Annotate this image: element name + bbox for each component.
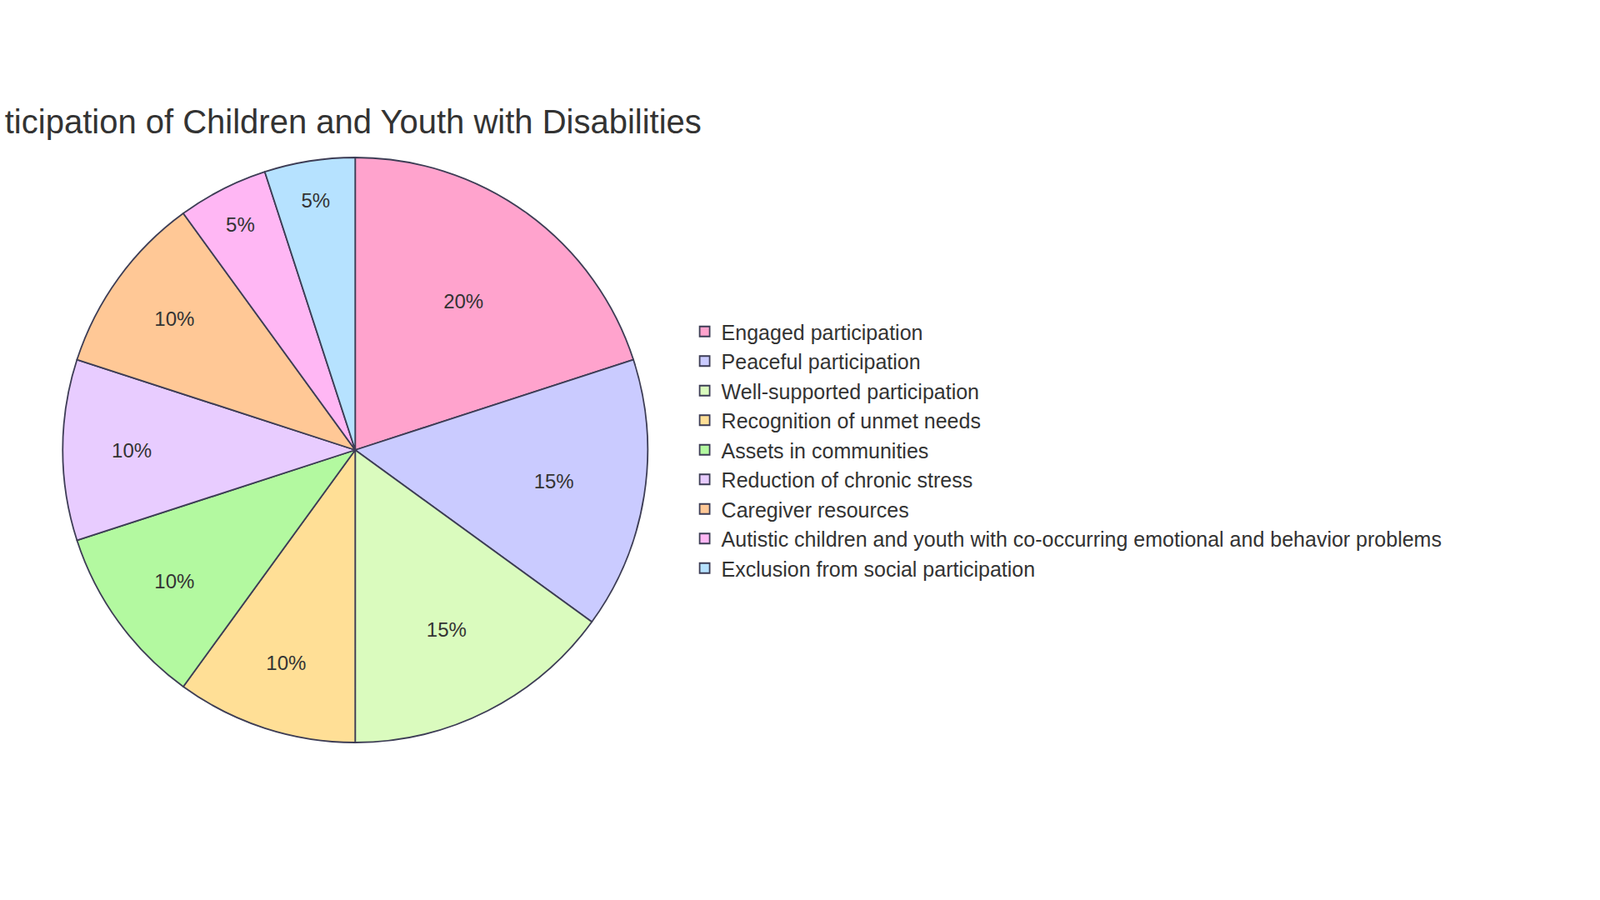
svg-text:5%: 5% [225,213,255,236]
svg-text:Reduction of chronic stress: Reduction of chronic stress [721,468,974,492]
svg-text:10%: 10% [265,651,306,675]
svg-text:20%: 20% [443,290,484,313]
svg-text:Recognition of unmet needs: Recognition of unmet needs [721,409,981,433]
svg-text:10%: 10% [154,307,195,330]
svg-text:Exclusion from social particip: Exclusion from social participation [721,557,1036,581]
svg-text:5%: 5% [300,189,330,212]
svg-text:Engaged participation: Engaged participation [721,320,924,345]
svg-text:10%: 10% [154,570,195,593]
svg-text:Autistic children and youth wi: Autistic children and youth with co-occu… [721,527,1442,551]
svg-text:Caregiver resources: Caregiver resources [721,498,910,522]
svg-text:15%: 15% [534,470,575,493]
svg-text:Assets in communities: Assets in communities [721,439,930,463]
svg-text:Well-supported participation: Well-supported participation [721,380,980,404]
svg-text:Peaceful participation: Peaceful participation [721,350,921,374]
svg-text:10%: 10% [111,439,152,462]
svg-text:15%: 15% [426,618,467,641]
svg-text:ticipation of Children and You: ticipation of Children and Youth with Di… [5,103,702,140]
